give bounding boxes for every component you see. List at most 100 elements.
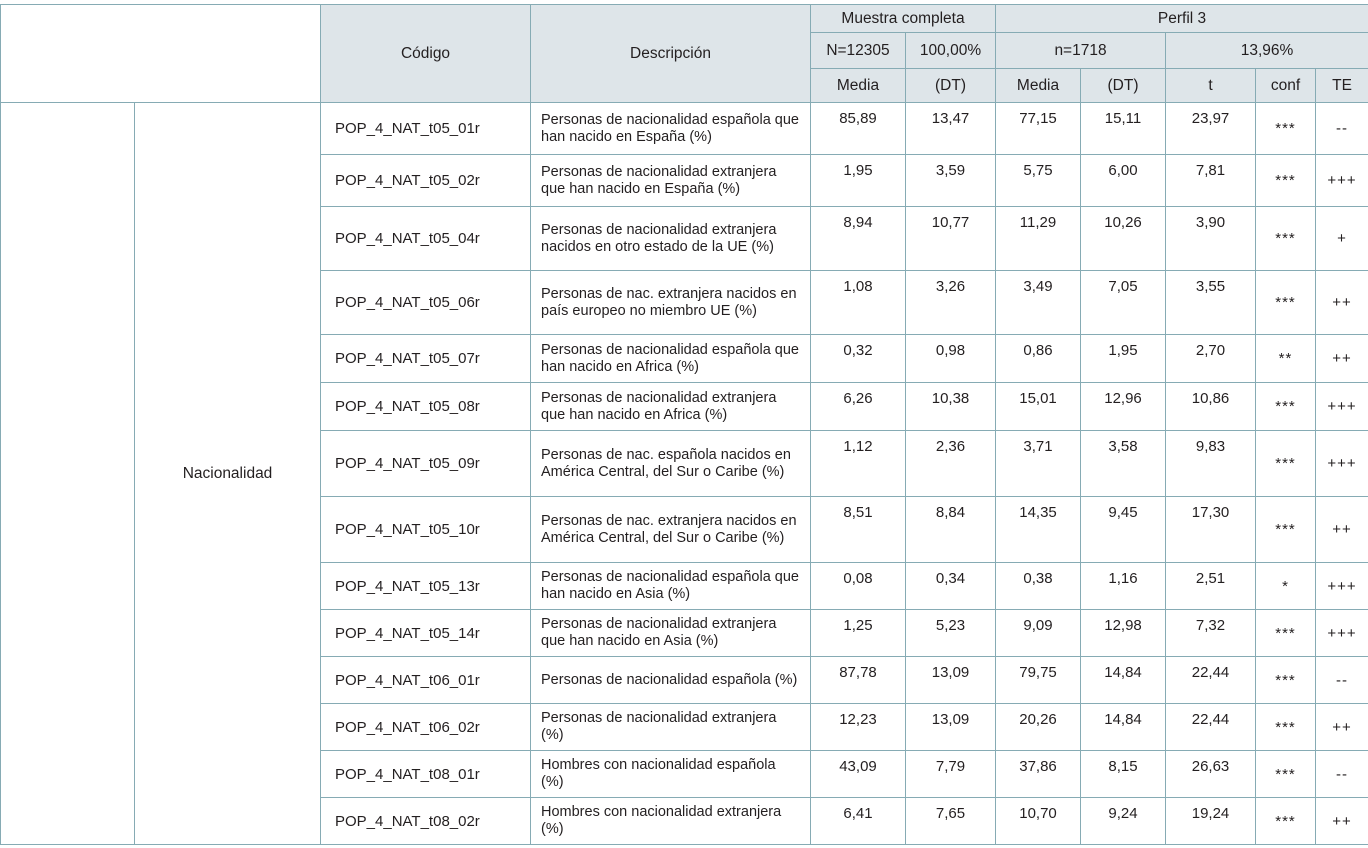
cell-perfil-dt: 9,24 (1080, 797, 1167, 845)
row-description: Personas de nac. española nacidos en Amé… (530, 430, 811, 497)
cell-t: 23,97 (1165, 102, 1257, 155)
table-row: POP_4_NAT_t05_09r Personas de nac. españ… (1, 430, 1368, 497)
cell-muestra-media: 1,25 (810, 609, 906, 657)
col-header-dt-muestra: (DT) (904, 68, 997, 103)
row-description: Personas de nacionalidad extranjera naci… (530, 206, 811, 271)
cell-perfil-media: 77,15 (995, 102, 1082, 155)
row-code: POP_4_NAT_t05_09r (320, 430, 531, 497)
cell-muestra-media: 6,41 (810, 797, 906, 845)
group-label-nacionalidad: Nacionalidad (134, 102, 321, 845)
row-description: Personas de nac. extranjera nacidos en p… (530, 270, 811, 335)
row-code: POP_4_NAT_t05_14r (320, 609, 531, 657)
cell-t: 17,30 (1165, 496, 1257, 563)
cell-t: 3,55 (1165, 270, 1257, 335)
cell-conf: *** (1255, 750, 1317, 798)
cell-muestra-dt: 10,77 (904, 206, 997, 271)
col-header-codigo: Código (320, 4, 531, 103)
cell-t: 3,90 (1165, 206, 1257, 271)
table-row: POP_4_NAT_t08_01r Hombres con nacionalid… (1, 750, 1368, 798)
cell-t: 7,81 (1165, 154, 1257, 207)
cell-muestra-dt: 5,23 (904, 609, 997, 657)
category-spacer-cell (0, 102, 135, 845)
row-description: Personas de nac. extranjera nacidos en A… (530, 496, 811, 563)
cell-perfil-dt: 7,05 (1080, 270, 1167, 335)
cell-t: 2,51 (1165, 562, 1257, 610)
cell-muestra-media: 1,08 (810, 270, 906, 335)
cell-t: 22,44 (1165, 703, 1257, 751)
table-row: POP_4_NAT_t05_07r Personas de nacionalid… (1, 334, 1368, 383)
table-row: POP_4_NAT_t05_10r Personas de nac. extra… (1, 496, 1368, 563)
cell-perfil-media: 0,38 (995, 562, 1082, 610)
row-code: POP_4_NAT_t05_10r (320, 496, 531, 563)
table-row: POP_4_NAT_t05_02r Personas de nacionalid… (1, 154, 1368, 207)
cell-perfil-dt: 1,16 (1080, 562, 1167, 610)
row-code: POP_4_NAT_t06_02r (320, 703, 531, 751)
cell-muestra-dt: 3,59 (904, 154, 997, 207)
table-row: Nacionalidad POP_4_NAT_t05_01r Personas … (0, 102, 1368, 845)
cell-conf: *** (1255, 496, 1317, 563)
cell-muestra-dt: 13,09 (904, 703, 997, 751)
perfil-pct-label: 13,96% (1165, 32, 1368, 69)
cell-muestra-media: 85,89 (810, 102, 906, 155)
muestra-pct-label: 100,00% (904, 32, 997, 69)
cell-conf: ** (1255, 334, 1317, 383)
cell-te: ++ (1315, 334, 1368, 383)
cell-muestra-dt: 3,26 (904, 270, 997, 335)
cell-perfil-media: 20,26 (995, 703, 1082, 751)
row-code: POP_4_NAT_t05_08r (320, 382, 531, 431)
row-code: POP_4_NAT_t05_02r (320, 154, 531, 207)
cell-te: ++ (1315, 797, 1368, 845)
row-description: Personas de nacionalidad española (%) (530, 656, 811, 704)
cell-perfil-media: 0,86 (995, 334, 1082, 383)
cell-perfil-dt: 10,26 (1080, 206, 1167, 271)
table-row: POP_4_NAT_t05_13r Personas de nacionalid… (1, 562, 1368, 610)
col-header-descripcion: Descripción (530, 4, 811, 103)
row-code: POP_4_NAT_t05_13r (320, 562, 531, 610)
cell-perfil-dt: 12,98 (1080, 609, 1167, 657)
cell-perfil-media: 10,70 (995, 797, 1082, 845)
cell-muestra-dt: 10,38 (904, 382, 997, 431)
cell-perfil-dt: 6,00 (1080, 154, 1167, 207)
row-code: POP_4_NAT_t06_01r (320, 656, 531, 704)
row-description: Personas de nacionalidad española que ha… (530, 102, 811, 155)
cell-te: ++ (1315, 496, 1368, 563)
table-row: POP_4_NAT_t05_04r Personas de nacionalid… (1, 206, 1368, 271)
row-code: POP_4_NAT_t05_04r (320, 206, 531, 271)
cell-perfil-media: 14,35 (995, 496, 1082, 563)
cell-te: +++ (1315, 430, 1368, 497)
cell-perfil-media: 5,75 (995, 154, 1082, 207)
cell-muestra-media: 6,26 (810, 382, 906, 431)
cell-perfil-dt: 1,95 (1080, 334, 1167, 383)
cell-muestra-dt: 8,84 (904, 496, 997, 563)
table-row: POP_4_NAT_t05_14r Personas de nacionalid… (1, 609, 1368, 657)
col-header-media-perfil: Media (995, 68, 1082, 103)
header-row-measures: Media (DT) Media (DT) t conf TE (1, 68, 1368, 103)
group-header-muestra-completa: Muestra completa (809, 4, 997, 33)
cell-te: + (1315, 206, 1368, 271)
cell-perfil-dt: 8,15 (1080, 750, 1167, 798)
profile-comparison-table: Código Descripción Muestra completa Perf… (0, 4, 1368, 845)
cell-te: -- (1315, 656, 1368, 704)
cell-t: 26,63 (1165, 750, 1257, 798)
cell-t: 10,86 (1165, 382, 1257, 431)
cell-conf: *** (1255, 656, 1317, 704)
cell-te: -- (1315, 750, 1368, 798)
cell-perfil-media: 11,29 (995, 206, 1082, 271)
header-row-groups: Código Descripción Muestra completa Perf… (0, 4, 1368, 103)
col-header-conf: conf (1255, 68, 1317, 103)
group-header-perfil-3: Perfil 3 (995, 4, 1368, 33)
cell-perfil-media: 3,49 (995, 270, 1082, 335)
cell-perfil-media: 9,09 (995, 609, 1082, 657)
cell-muestra-dt: 0,34 (904, 562, 997, 610)
cell-perfil-dt: 15,11 (1080, 102, 1167, 155)
row-description: Personas de nacionalidad extranjera que … (530, 382, 811, 431)
row-code: POP_4_NAT_t05_06r (320, 270, 531, 335)
cell-te: ++ (1315, 703, 1368, 751)
cell-perfil-dt: 14,84 (1080, 656, 1167, 704)
col-header-te: TE (1315, 68, 1368, 103)
row-code: POP_4_NAT_t05_07r (320, 334, 531, 383)
cell-perfil-dt: 9,45 (1080, 496, 1167, 563)
cell-conf: *** (1255, 154, 1317, 207)
row-code: POP_4_NAT_t08_01r (320, 750, 531, 798)
cell-muestra-media: 12,23 (810, 703, 906, 751)
